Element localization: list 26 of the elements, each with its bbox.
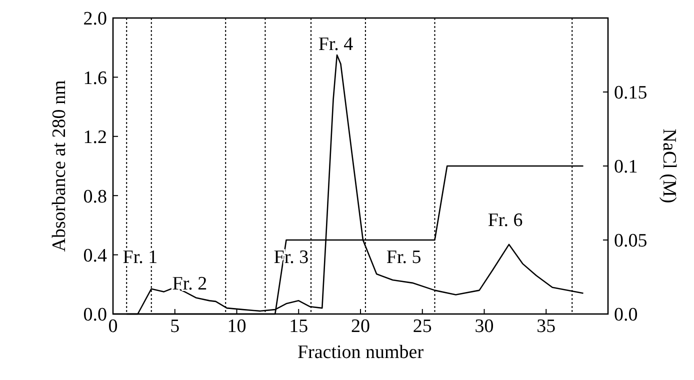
x-tick-label: 30 bbox=[474, 316, 494, 337]
x-tick-label: 25 bbox=[412, 316, 432, 337]
x-tick-label: 15 bbox=[289, 316, 308, 337]
y2-tick-label: 0.0 bbox=[614, 304, 638, 326]
annotation: Fr. 1 bbox=[122, 246, 158, 268]
annotation: Fr. 5 bbox=[386, 246, 422, 268]
y2-axis-title: NaCl (M) bbox=[658, 128, 680, 204]
annotation: Fr. 2 bbox=[172, 274, 208, 295]
y-tick-label: 0.4 bbox=[83, 245, 108, 266]
y-tick-label: 1.2 bbox=[83, 127, 107, 148]
y-tick-label: 2.0 bbox=[83, 8, 107, 30]
annotation: Fr. 4 bbox=[318, 34, 354, 55]
x-axis-title: Fraction number bbox=[297, 342, 424, 363]
x-tick-label: 35 bbox=[536, 316, 556, 337]
x-tick-label: 5 bbox=[170, 316, 180, 337]
y2-tick-label: 0.1 bbox=[614, 156, 638, 178]
y2-tick-label: 0.15 bbox=[614, 82, 648, 104]
x-tick-label: 20 bbox=[351, 316, 370, 337]
y-axis-title: Absorbance at 280 nm bbox=[49, 80, 70, 252]
x-tick-label: 10 bbox=[227, 316, 246, 337]
y-tick-label: 0.8 bbox=[83, 186, 107, 208]
y-tick-label: 1.6 bbox=[83, 68, 107, 89]
y2-tick-label: 0.05 bbox=[614, 230, 648, 252]
y-tick-label: 0.0 bbox=[83, 304, 107, 326]
x-tick-label: 0 bbox=[108, 316, 118, 337]
annotation: Fr. 6 bbox=[488, 210, 523, 231]
